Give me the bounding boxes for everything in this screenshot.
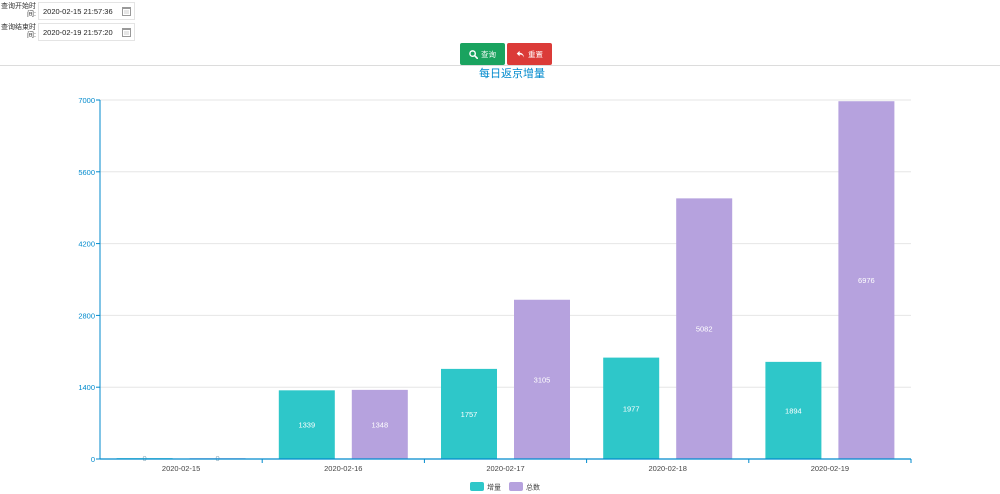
axes: 0 1400 2800 4200 5600 7000 2020-02-15 2020-02-1…: [78, 96, 912, 473]
calendar-icon[interactable]: [122, 27, 131, 37]
start-time-label: 查询开始时间:: [1, 3, 36, 18]
search-icon: [469, 49, 478, 59]
bar-data-label: 1348: [371, 420, 388, 429]
x-tick-label: 2020-02-15: [162, 464, 200, 473]
bar[interactable]: [351, 389, 408, 459]
x-tick-label: 2020-02-17: [486, 464, 524, 473]
search-button[interactable]: 查询: [460, 43, 505, 65]
legend-label[interactable]: 总数: [526, 483, 540, 492]
x-tick-label: 2020-02-18: [649, 464, 687, 473]
reset-button-label: 重置: [528, 49, 543, 59]
bar[interactable]: [838, 101, 895, 459]
grid: [100, 99, 911, 388]
y-tick-label: 0: [91, 455, 95, 464]
bar-data-label: 5082: [696, 325, 713, 334]
start-time-value: 2020-02-15 21:57:36: [43, 6, 113, 16]
y-tick-label: 7000: [78, 96, 95, 105]
bar-data-label: 1339: [298, 421, 315, 430]
bar[interactable]: [765, 361, 822, 459]
x-tick-label: 2020-02-16: [324, 464, 362, 473]
bar[interactable]: [676, 198, 733, 459]
chart-title: 每日返京增量: [479, 66, 545, 80]
undo-icon: [516, 50, 525, 58]
bar-data-label: 6976: [858, 276, 875, 285]
reset-button[interactable]: 重置: [507, 43, 552, 65]
bar-data-label: 1977: [623, 404, 640, 413]
legend-swatch[interactable]: [509, 482, 523, 491]
start-time-input[interactable]: 2020-02-15 21:57:36: [38, 2, 135, 20]
bars: 0013391348175731051977508218946976: [116, 101, 895, 463]
end-time-label: 查询结束时间:: [1, 24, 36, 39]
bar[interactable]: [278, 390, 335, 459]
start-time-row: 查询开始时间: 2020-02-15 21:57:36: [0, 2, 135, 20]
legend-label[interactable]: 增量: [487, 483, 501, 492]
legend-swatch[interactable]: [470, 482, 484, 491]
legend[interactable]: 增量 总数: [470, 482, 540, 492]
y-tick-label: 4200: [78, 240, 95, 249]
bar-data-label: 1894: [785, 406, 802, 415]
y-tick-label: 5600: [78, 168, 95, 177]
bar-data-label: 1757: [461, 410, 478, 419]
search-button-label: 查询: [481, 49, 496, 59]
bar[interactable]: [514, 299, 570, 459]
bar[interactable]: [603, 357, 660, 459]
y-tick-label: 1400: [78, 383, 95, 392]
bar[interactable]: [441, 368, 497, 459]
end-time-input[interactable]: 2020-02-19 21:57:20: [38, 23, 135, 41]
end-time-row: 查询结束时间: 2020-02-19 21:57:20: [0, 23, 135, 41]
end-time-value: 2020-02-19 21:57:20: [43, 27, 113, 37]
x-tick-label: 2020-02-19: [811, 464, 849, 473]
calendar-icon[interactable]: [122, 6, 131, 16]
bar-data-label: 3105: [534, 375, 551, 384]
divider: [0, 65, 1000, 66]
bar-chart: 每日返京增量 001339134817573105197750821894697…: [78, 66, 912, 492]
y-tick-label: 2800: [78, 311, 95, 320]
